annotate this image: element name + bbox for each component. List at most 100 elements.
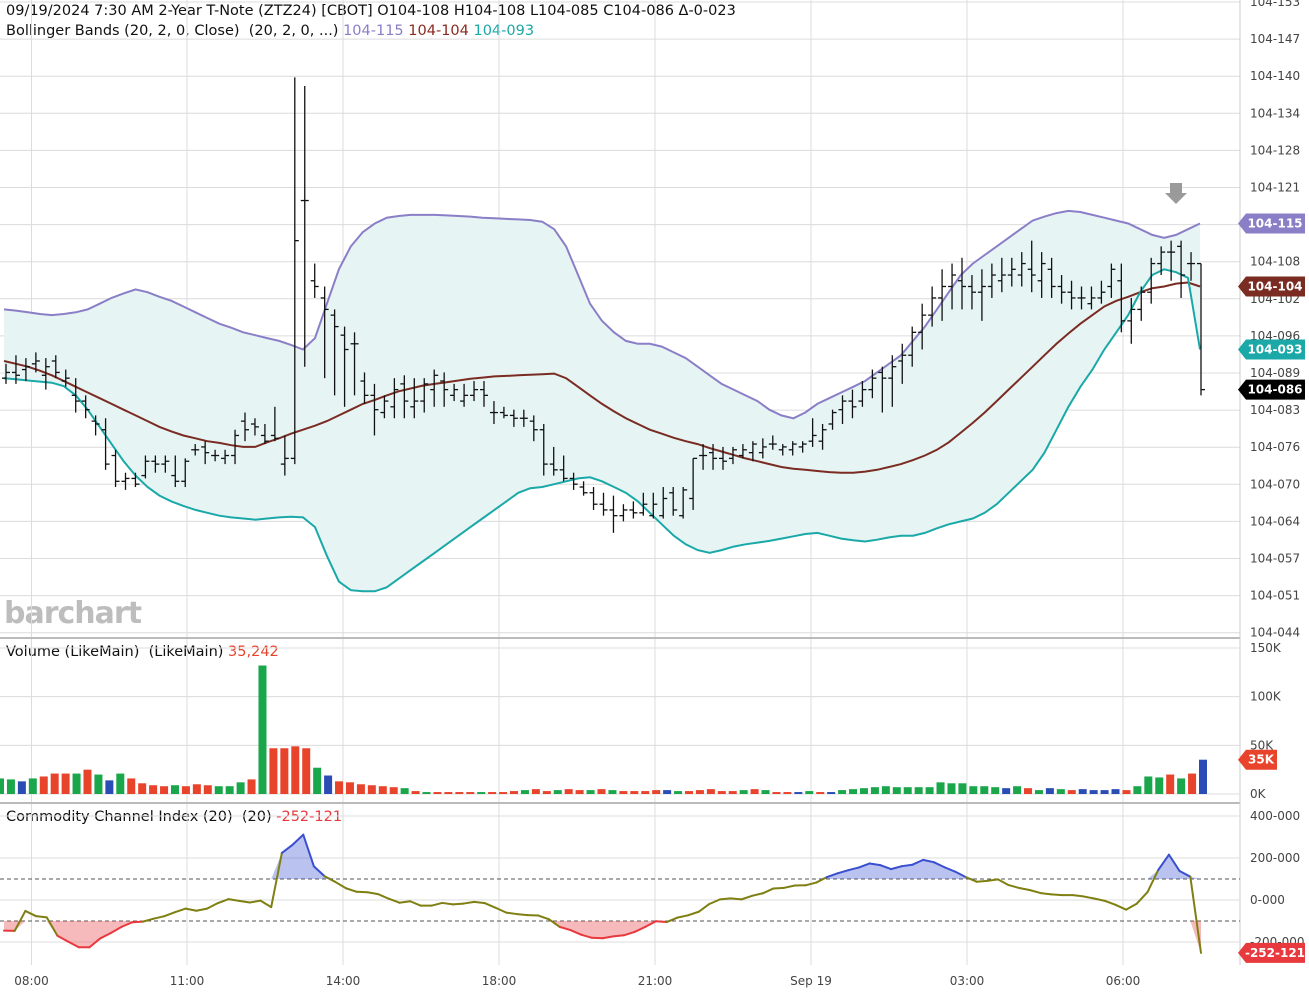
volume-bar <box>138 783 147 794</box>
cci-line-segment <box>206 902 219 910</box>
cci-line-segment <box>964 876 978 883</box>
volume-bar <box>1166 774 1175 794</box>
cci-line-segment <box>580 933 593 939</box>
ohlc-bar <box>400 375 409 419</box>
cci-line-segment <box>815 876 828 884</box>
volume-bar <box>783 792 792 794</box>
volume-bar <box>214 786 223 794</box>
ohlc-bar <box>569 472 578 490</box>
cci-line-segment <box>248 899 262 904</box>
volume-bar <box>83 769 92 794</box>
ohlc-bar <box>828 409 837 430</box>
volume-tag-shape <box>1238 749 1277 770</box>
ohlc-bar <box>440 372 449 407</box>
cci-line-segment <box>922 858 935 864</box>
volume-bar <box>105 780 114 794</box>
ohlc-bar <box>758 438 767 459</box>
volume-bar <box>313 767 322 794</box>
cci-line-segment <box>783 884 796 889</box>
cci-line-segment <box>1018 887 1031 892</box>
volume-bar <box>367 785 376 794</box>
volume-bar <box>936 782 945 794</box>
ohlc-bar <box>61 369 70 387</box>
volume-bar <box>1144 776 1153 794</box>
ohlc-bar <box>798 441 807 453</box>
ohlc-bar <box>310 263 319 298</box>
cci-line-segment <box>1103 899 1117 906</box>
bollinger-upper-line <box>3 209 1201 420</box>
cci-line-segment <box>291 833 305 846</box>
volume-bar <box>247 779 256 794</box>
volume-bar <box>422 792 431 794</box>
volume-bar <box>72 773 81 794</box>
cci-line-segment <box>548 918 561 928</box>
cci-line-segment <box>1050 893 1064 897</box>
volume-bar <box>444 792 453 794</box>
cci-oversold-fill <box>4 921 1201 953</box>
volume-bar <box>794 792 803 794</box>
cci-line-segment <box>622 930 636 937</box>
ohlc-bar <box>738 444 747 459</box>
cci-line-segment <box>312 865 326 878</box>
ohlc-bar <box>81 395 90 419</box>
volume-bar <box>958 783 967 794</box>
ohlc-bar <box>539 424 548 476</box>
volume-bar <box>1024 788 1033 794</box>
cci-line-segment <box>858 862 871 869</box>
ohlc-bar <box>181 458 190 488</box>
ohlc-bar <box>410 378 419 419</box>
volume-bar <box>838 790 847 794</box>
volume-bar <box>116 773 125 794</box>
cci-value: -252-121 <box>276 809 343 825</box>
price-tag-text: 104-115 <box>1247 216 1302 230</box>
cci-line-segment <box>88 937 102 949</box>
price-header-text: 09/19/2024 7:30 AM 2-Year T-Note (ZTZ24)… <box>6 3 736 19</box>
volume-axis-label: 100K <box>1250 690 1282 704</box>
cci-line-segment <box>890 865 903 871</box>
ohlc-bar <box>41 358 50 390</box>
ohlc-bar <box>370 383 379 436</box>
volume-bar <box>630 791 639 794</box>
ohlc-bar <box>669 487 678 516</box>
ohlc-bar <box>948 263 957 310</box>
ohlc-bar <box>101 418 110 470</box>
ohlc-bar <box>719 446 727 470</box>
cci-line-segment <box>601 935 615 940</box>
ohlc-bar <box>1137 286 1146 321</box>
ohlc-bar <box>559 455 568 482</box>
ohlc-bar <box>649 492 658 519</box>
cci-line-segment <box>141 917 155 923</box>
price-axis-label: 104-128 <box>1250 143 1300 157</box>
cci-line-segment <box>900 863 914 868</box>
ohlc-bar <box>390 378 399 419</box>
cci-axis-label: 0-000 <box>1250 893 1285 907</box>
ohlc-bar <box>589 487 598 510</box>
ohlc-bar <box>320 286 329 379</box>
cci-line-segment <box>729 897 743 901</box>
cci-line-segment <box>152 915 166 920</box>
cci-line-segment <box>761 887 775 895</box>
ohlc-bar <box>1077 286 1086 310</box>
ohlc-bar <box>231 429 240 465</box>
cci-axis-label: 400-000 <box>1250 809 1300 823</box>
ohlc-bar <box>967 275 976 310</box>
cci-line-segment <box>45 916 59 937</box>
price-axis-label: 104-057 <box>1250 552 1300 566</box>
cci-line-segment <box>227 898 241 902</box>
cci-line-segment <box>131 920 144 924</box>
volume-bar <box>181 786 190 794</box>
bollinger-upper-value: 104-115 <box>343 23 404 39</box>
volume-bar <box>892 787 901 794</box>
volume-bar <box>127 778 136 794</box>
cci-line-segment <box>932 861 946 869</box>
ohlc-bar <box>709 444 718 470</box>
cci-value-tag: -252-121 <box>1238 942 1305 963</box>
price-tag-text: 104-104 <box>1247 279 1302 293</box>
price-tag-text: 104-086 <box>1247 383 1302 397</box>
volume-bar <box>170 785 179 794</box>
volume-bar <box>531 789 540 794</box>
volume-bar <box>597 789 606 794</box>
cci-line-segment <box>270 851 283 909</box>
ohlc-bar <box>699 444 708 470</box>
